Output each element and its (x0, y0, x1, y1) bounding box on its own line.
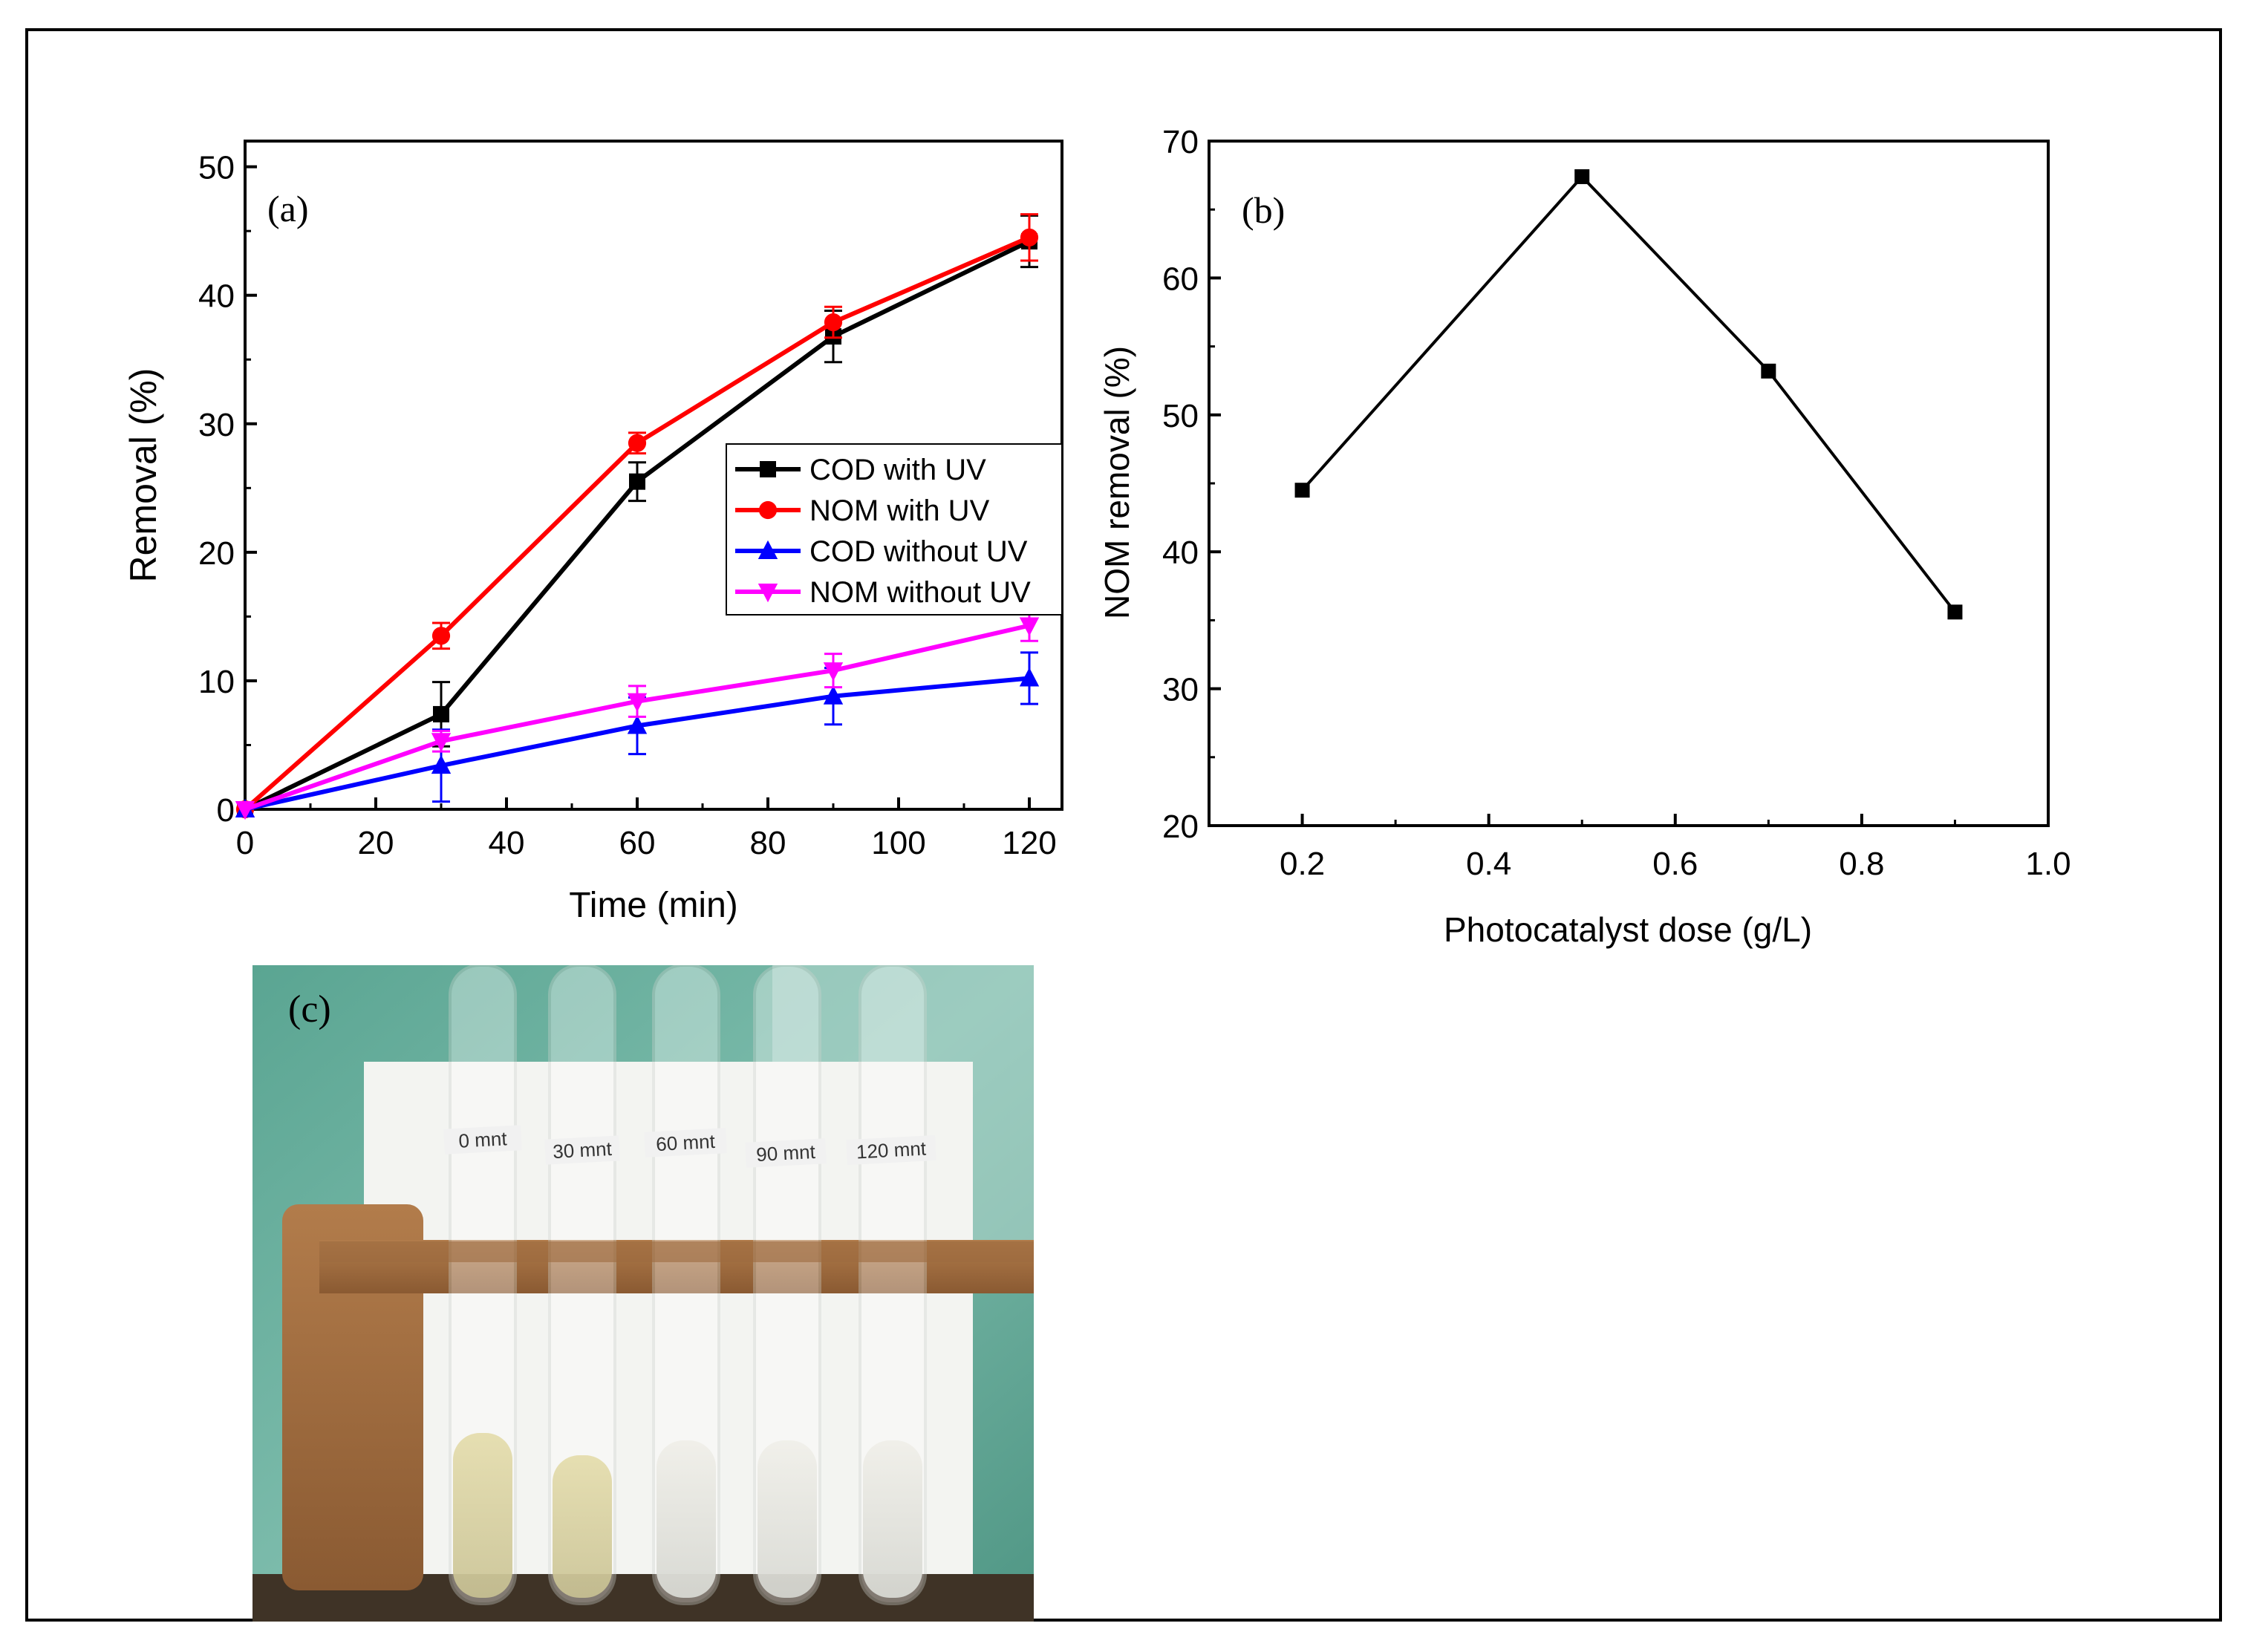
chart-b-y-axis-label: NOM removal (%) (1098, 346, 1136, 619)
chart-a-legend-marker-cod-without-uv (758, 540, 778, 559)
chart-a-legend-marker-nom-with-uv (758, 500, 778, 520)
chart-a-x-tick-label: 120 (1002, 825, 1056, 861)
test-tube-1 (449, 965, 517, 1605)
chart-b-point (1574, 169, 1590, 184)
chart-a-point-nom-without-uv (627, 693, 648, 712)
chart-b-x-tick-label: 1.0 (2025, 846, 2071, 882)
chart-b-point (1294, 483, 1310, 498)
chart-a-y-tick-label: 0 (217, 792, 235, 829)
chart-b-y-tick-label: 50 (1162, 398, 1199, 434)
chart-b-x-tick-label: 0.8 (1839, 846, 1884, 882)
chart-a-point-nom-without-uv (235, 801, 255, 820)
test-tube-4 (753, 965, 821, 1605)
photo-panel-label: (c) (288, 988, 331, 1031)
chart-a-x-tick-label: 60 (619, 825, 656, 861)
chart-a-y-tick-label: 20 (198, 535, 235, 572)
chart-a-legend-label: NOM with UV (809, 494, 990, 527)
chart-b-line-nom-removal (1301, 174, 1957, 613)
chart-a-x-tick-label: 0 (236, 825, 254, 861)
photo-rack-side (282, 1204, 423, 1590)
tube-label-2: 30 mnt (544, 1135, 620, 1165)
test-tube-photo: 0 mnt 30 mnt 60 mnt 90 mnt 120 mnt (c) (253, 965, 1034, 1622)
chart-a-panel-label: (a) (267, 188, 309, 229)
chart-a-point-cod-without-uv (627, 715, 648, 734)
chart-b-plot-frame (1208, 140, 2050, 827)
chart-a-y-tick-label: 30 (198, 407, 235, 443)
chart-a-legend-label: NOM without UV (809, 576, 1031, 609)
chart-a-point-cod-without-uv (1019, 667, 1040, 687)
chart-a-x-tick-label: 80 (750, 825, 786, 861)
tube-label-3: 60 mnt (644, 1128, 727, 1158)
chart-b: 0.2 0.4 0.6 0.8 1.0 20 30 40 50 60 70 (b) Photocat… (1098, 124, 2071, 949)
chart-b-point (1761, 363, 1776, 379)
chart-a-legend-label: COD with UV (809, 454, 986, 486)
tube-label-5: 120 mnt (846, 1134, 936, 1166)
chart-b-x-axis-label: Photocatalyst dose (g/L) (1444, 910, 1812, 949)
chart-a-point-cod-with-uv (629, 473, 645, 490)
chart-a-point-nom-with-uv (628, 434, 647, 452)
chart-a-legend: COD with UV NOM with UV COD without UV NOM … (726, 443, 1063, 616)
chart-b-y-tick-label: 30 (1162, 672, 1199, 708)
chart-b-x-tick-label: 0.4 (1466, 846, 1511, 882)
chart-a-y-tick-label: 10 (198, 664, 235, 700)
chart-a-point-nom-with-uv (431, 627, 451, 645)
chart-a: 0 20 40 60 80 100 120 0 10 20 30 40 50 (a) Time (min… (123, 140, 1063, 925)
tube-label-1: 0 mnt (443, 1125, 522, 1155)
chart-a-y-axis-label: Removal (%) (123, 368, 164, 583)
chart-a-x-axis-label: Time (min) (569, 886, 738, 925)
chart-a-legend-marker-nom-without-uv (758, 584, 778, 603)
chart-a-point-nom-with-uv (824, 313, 843, 332)
chart-a-y-tick-label: 50 (198, 150, 235, 186)
chart-a-point-cod-without-uv (431, 754, 452, 774)
chart-a-point-nom-without-uv (1019, 617, 1040, 636)
chart-b-point (1947, 604, 1963, 620)
chart-b-y-tick-label: 60 (1162, 261, 1199, 297)
chart-a-legend-box (726, 443, 1063, 616)
chart-a-y-tick-label: 40 (198, 278, 235, 315)
chart-a-x-tick-label: 100 (871, 825, 925, 861)
test-tube-photo-illustration (253, 965, 1034, 1622)
photo-rack-front-bar (319, 1241, 1034, 1262)
figure-frame (25, 28, 2222, 1622)
test-tube-3 (652, 965, 720, 1605)
chart-a-legend-label: COD without UV (809, 535, 1028, 568)
test-tube-5 (859, 965, 927, 1605)
chart-a-x-tick-label: 20 (358, 825, 394, 861)
chart-b-y-tick-label: 70 (1162, 124, 1199, 160)
chart-a-legend-marker-cod-with-uv (760, 461, 776, 477)
chart-a-point-nom-with-uv (1020, 228, 1039, 247)
chart-b-x-tick-label: 0.2 (1280, 846, 1325, 882)
chart-a-point-nom-without-uv (431, 733, 452, 752)
chart-b-x-tick-label: 0.6 (1652, 846, 1698, 882)
tube-label-4: 90 mnt (745, 1138, 827, 1168)
test-tube-2 (548, 965, 616, 1605)
chart-a-x-tick-label: 40 (489, 825, 525, 861)
chart-a-point-cod-with-uv (433, 705, 449, 722)
chart-a-point-cod-without-uv (823, 685, 844, 705)
chart-b-panel-label: (b) (1242, 189, 1285, 231)
chart-b-y-tick-label: 20 (1162, 809, 1199, 845)
test-tubes (449, 965, 927, 1605)
chart-b-y-tick-label: 40 (1162, 535, 1199, 571)
chart-a-point-nom-without-uv (823, 662, 844, 682)
